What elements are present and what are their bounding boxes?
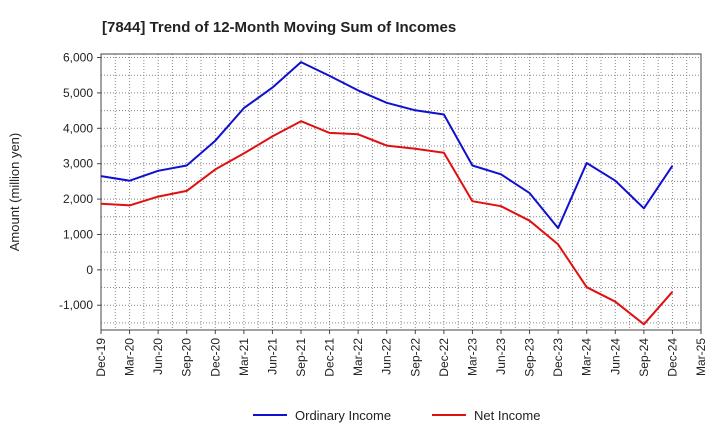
x-tick-label: Jun-20 (151, 338, 165, 375)
x-tick-label: Dec-23 (551, 338, 565, 377)
y-tick-label: 6,000 (63, 51, 93, 65)
x-tick-label: Dec-22 (437, 338, 451, 377)
legend-label-ordinary-income: Ordinary Income (295, 408, 391, 423)
x-tick-label: Jun-24 (608, 338, 622, 375)
x-tick-label: Dec-24 (665, 338, 679, 377)
x-tick-label: Dec-21 (323, 338, 337, 377)
y-tick-label: 5,000 (63, 86, 93, 100)
legend: Ordinary Income Net Income (253, 408, 540, 423)
x-tick-label: Jun-23 (494, 338, 508, 375)
y-tick-label: 0 (86, 263, 93, 277)
x-tick-label: Mar-22 (351, 338, 365, 376)
y-tick-label: 4,000 (63, 121, 93, 135)
x-tick-label: Dec-19 (94, 338, 108, 377)
series-line-net-income (100, 120, 674, 326)
x-tick-label: Sep-21 (294, 338, 308, 377)
y-tick-label: 3,000 (63, 157, 93, 171)
series-line-ordinary-income (100, 61, 674, 230)
x-tick-label: Sep-20 (180, 338, 194, 377)
x-tick-label: Mar-21 (237, 338, 251, 376)
x-tick-label: Mar-23 (465, 338, 479, 376)
plot-frame (100, 53, 702, 331)
x-tick-label: Sep-23 (523, 338, 537, 377)
x-tick-label: Mar-20 (123, 338, 137, 376)
y-tick-label: 2,000 (63, 192, 93, 206)
y-tick-label: -1,000 (59, 298, 93, 312)
y-tick-label: 1,000 (63, 227, 93, 241)
x-tick-label: Jun-22 (380, 338, 394, 375)
chart-title: [7844] Trend of 12-Month Moving Sum of I… (102, 19, 456, 36)
legend-label-net-income: Net Income (474, 408, 540, 423)
x-tick-label: Sep-24 (637, 338, 651, 377)
y-axis-label: Amount (million yen) (7, 133, 22, 252)
x-tick-label: Sep-22 (408, 338, 422, 377)
x-tick-label: Jun-21 (265, 338, 279, 375)
plot-area: -1,000 0 1,000 2,000 3,000 4,000 5,000 6,000 Dec… (59, 51, 708, 377)
x-tick-label: Dec-20 (208, 338, 222, 377)
x-tick-label: Mar-25 (694, 338, 708, 376)
x-tick-label: Mar-24 (580, 338, 594, 376)
